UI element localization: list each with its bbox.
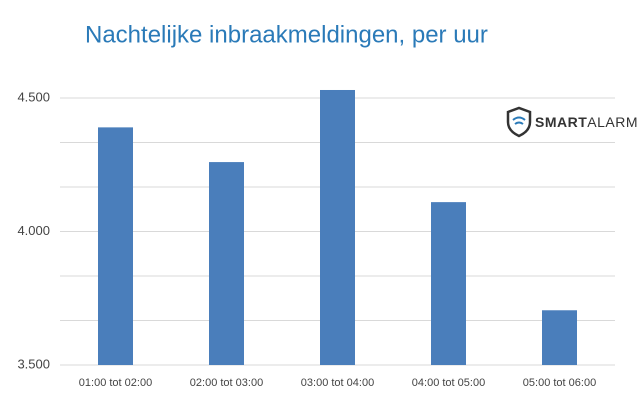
logo-text: SMARTALARM <box>535 114 638 130</box>
y-tick-label: 4.500 <box>17 89 50 104</box>
bar <box>98 127 133 366</box>
bar <box>320 89 355 366</box>
x-tick-label: 04:00 tot 05:00 <box>412 377 485 389</box>
bar <box>542 310 577 365</box>
x-tick-label: 03:00 tot 04:00 <box>301 377 374 389</box>
logo: SMARTALARM <box>506 106 638 138</box>
logo-signal <box>512 116 526 125</box>
bar <box>431 202 466 365</box>
x-tick-label: 02:00 tot 03:00 <box>190 377 263 389</box>
bar <box>209 162 244 365</box>
chart-title: Nachtelijke inbraakmeldingen, per uur <box>85 21 488 48</box>
logo-regular: ALARM <box>587 114 638 130</box>
x-tick-label: 01:00 tot 02:00 <box>79 377 152 389</box>
logo-bold: SMART <box>535 114 587 130</box>
logo-shield <box>506 106 532 138</box>
y-tick-label: 4.000 <box>17 223 50 238</box>
x-tick-label: 05:00 tot 06:00 <box>523 377 596 389</box>
y-tick-label: 3.500 <box>17 356 50 371</box>
